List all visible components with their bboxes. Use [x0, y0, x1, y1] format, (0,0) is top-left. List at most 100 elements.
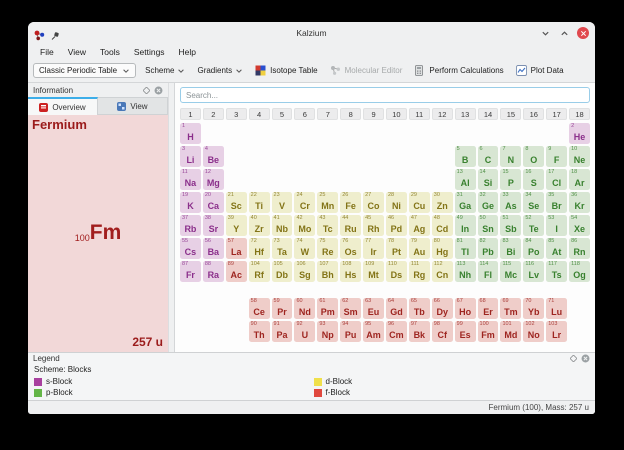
element-Cn[interactable]: 112 Cn: [431, 261, 453, 282]
menu-tools[interactable]: Tools: [99, 46, 120, 57]
element-Po[interactable]: 84 Po: [523, 238, 545, 259]
element-Na[interactable]: 11 Na: [180, 169, 201, 190]
gradients-menu-button[interactable]: Gradients: [194, 64, 246, 77]
element-Hg[interactable]: 80 Hg: [431, 238, 453, 259]
element-Fr[interactable]: 87 Fr: [180, 261, 201, 282]
element-Co[interactable]: 27 Co: [363, 192, 384, 213]
element-W[interactable]: 74 W: [294, 238, 316, 259]
element-P[interactable]: 15 P: [500, 169, 522, 190]
element-Ti[interactable]: 22 Ti: [248, 192, 270, 213]
element-Ge[interactable]: 32 Ge: [477, 192, 499, 213]
element-Eu[interactable]: 63 Eu: [363, 298, 384, 319]
element-Lv[interactable]: 116 Lv: [523, 261, 545, 282]
element-Md[interactable]: 101 Md: [500, 321, 522, 342]
element-Cr[interactable]: 24 Cr: [294, 192, 316, 213]
element-V[interactable]: 23 V: [271, 192, 293, 213]
close-dock-icon[interactable]: [581, 354, 590, 363]
dock-splitter[interactable]: [168, 83, 174, 352]
element-Zn[interactable]: 30 Zn: [431, 192, 453, 213]
element-Os[interactable]: 76 Os: [340, 238, 362, 259]
element-No[interactable]: 102 No: [523, 321, 545, 342]
element-Cu[interactable]: 29 Cu: [408, 192, 430, 213]
element-Ra[interactable]: 88 Ra: [202, 261, 224, 282]
element-Yb[interactable]: 70 Yb: [523, 298, 545, 319]
element-Dy[interactable]: 66 Dy: [431, 298, 453, 319]
element-Nd[interactable]: 60 Nd: [294, 298, 316, 319]
element-Sb[interactable]: 51 Sb: [500, 215, 522, 236]
tab-view[interactable]: View: [98, 97, 168, 115]
element-At[interactable]: 85 At: [546, 238, 568, 259]
float-dock-icon[interactable]: [570, 355, 577, 362]
element-Kr[interactable]: 36 Kr: [569, 192, 590, 213]
element-Xe[interactable]: 54 Xe: [569, 215, 590, 236]
element-Rh[interactable]: 45 Rh: [363, 215, 384, 236]
element-Rf[interactable]: 104 Rf: [248, 261, 270, 282]
element-Lr[interactable]: 103 Lr: [546, 321, 568, 342]
element-Ba[interactable]: 56 Ba: [202, 238, 224, 259]
element-Ca[interactable]: 20 Ca: [202, 192, 224, 213]
element-Se[interactable]: 34 Se: [523, 192, 545, 213]
element-Tl[interactable]: 81 Tl: [454, 238, 476, 259]
element-Ne[interactable]: 10 Ne: [569, 146, 590, 167]
element-Th[interactable]: 90 Th: [248, 321, 270, 342]
element-K[interactable]: 19 K: [180, 192, 201, 213]
element-Cd[interactable]: 48 Cd: [431, 215, 453, 236]
element-Mc[interactable]: 115 Mc: [500, 261, 522, 282]
element-Pt[interactable]: 78 Pt: [386, 238, 407, 259]
element-Pb[interactable]: 82 Pb: [477, 238, 499, 259]
element-Gd[interactable]: 64 Gd: [386, 298, 407, 319]
element-Mt[interactable]: 109 Mt: [363, 261, 384, 282]
element-Mo[interactable]: 42 Mo: [294, 215, 316, 236]
search-input[interactable]: [180, 87, 590, 103]
element-Pr[interactable]: 59 Pr: [271, 298, 293, 319]
element-Sm[interactable]: 62 Sm: [340, 298, 362, 319]
element-In[interactable]: 49 In: [454, 215, 476, 236]
maximize-button[interactable]: [558, 27, 570, 39]
element-Au[interactable]: 79 Au: [408, 238, 430, 259]
menu-view[interactable]: View: [67, 46, 86, 57]
element-Og[interactable]: 118 Og: [569, 261, 590, 282]
close-button[interactable]: [577, 27, 589, 39]
element-Pm[interactable]: 61 Pm: [317, 298, 339, 319]
element-Ce[interactable]: 58 Ce: [248, 298, 270, 319]
element-Pa[interactable]: 91 Pa: [271, 321, 293, 342]
pin-icon[interactable]: [50, 28, 61, 40]
element-He[interactable]: 2 He: [569, 123, 590, 144]
perform-calculations-button[interactable]: Perform Calculations: [411, 63, 506, 78]
element-Tc[interactable]: 43 Tc: [317, 215, 339, 236]
element-Pd[interactable]: 46 Pd: [386, 215, 407, 236]
element-Mg[interactable]: 12 Mg: [202, 169, 224, 190]
element-Ga[interactable]: 31 Ga: [454, 192, 476, 213]
element-Sn[interactable]: 50 Sn: [477, 215, 499, 236]
element-Cl[interactable]: 17 Cl: [546, 169, 568, 190]
element-Sr[interactable]: 38 Sr: [202, 215, 224, 236]
element-Cf[interactable]: 98 Cf: [431, 321, 453, 342]
element-Am[interactable]: 95 Am: [363, 321, 384, 342]
element-Nb[interactable]: 41 Nb: [271, 215, 293, 236]
element-Ta[interactable]: 73 Ta: [271, 238, 293, 259]
element-Tm[interactable]: 69 Tm: [500, 298, 522, 319]
element-Np[interactable]: 93 Np: [317, 321, 339, 342]
element-Br[interactable]: 35 Br: [546, 192, 568, 213]
element-Cs[interactable]: 55 Cs: [180, 238, 201, 259]
element-Rb[interactable]: 37 Rb: [180, 215, 201, 236]
element-Li[interactable]: 3 Li: [180, 146, 201, 167]
element-Ar[interactable]: 18 Ar: [569, 169, 590, 190]
element-Bh[interactable]: 107 Bh: [317, 261, 339, 282]
scheme-menu-button[interactable]: Scheme: [142, 64, 188, 77]
element-Es[interactable]: 99 Es: [454, 321, 476, 342]
element-Ds[interactable]: 110 Ds: [386, 261, 407, 282]
element-U[interactable]: 92 U: [294, 321, 316, 342]
element-Ac[interactable]: 89 Ac: [225, 261, 247, 282]
element-Fe[interactable]: 26 Fe: [340, 192, 362, 213]
float-dock-icon[interactable]: [143, 86, 150, 94]
element-Fl[interactable]: 114 Fl: [477, 261, 499, 282]
element-Zr[interactable]: 40 Zr: [248, 215, 270, 236]
element-I[interactable]: 53 I: [546, 215, 568, 236]
element-Rn[interactable]: 86 Rn: [569, 238, 590, 259]
element-S[interactable]: 16 S: [523, 169, 545, 190]
